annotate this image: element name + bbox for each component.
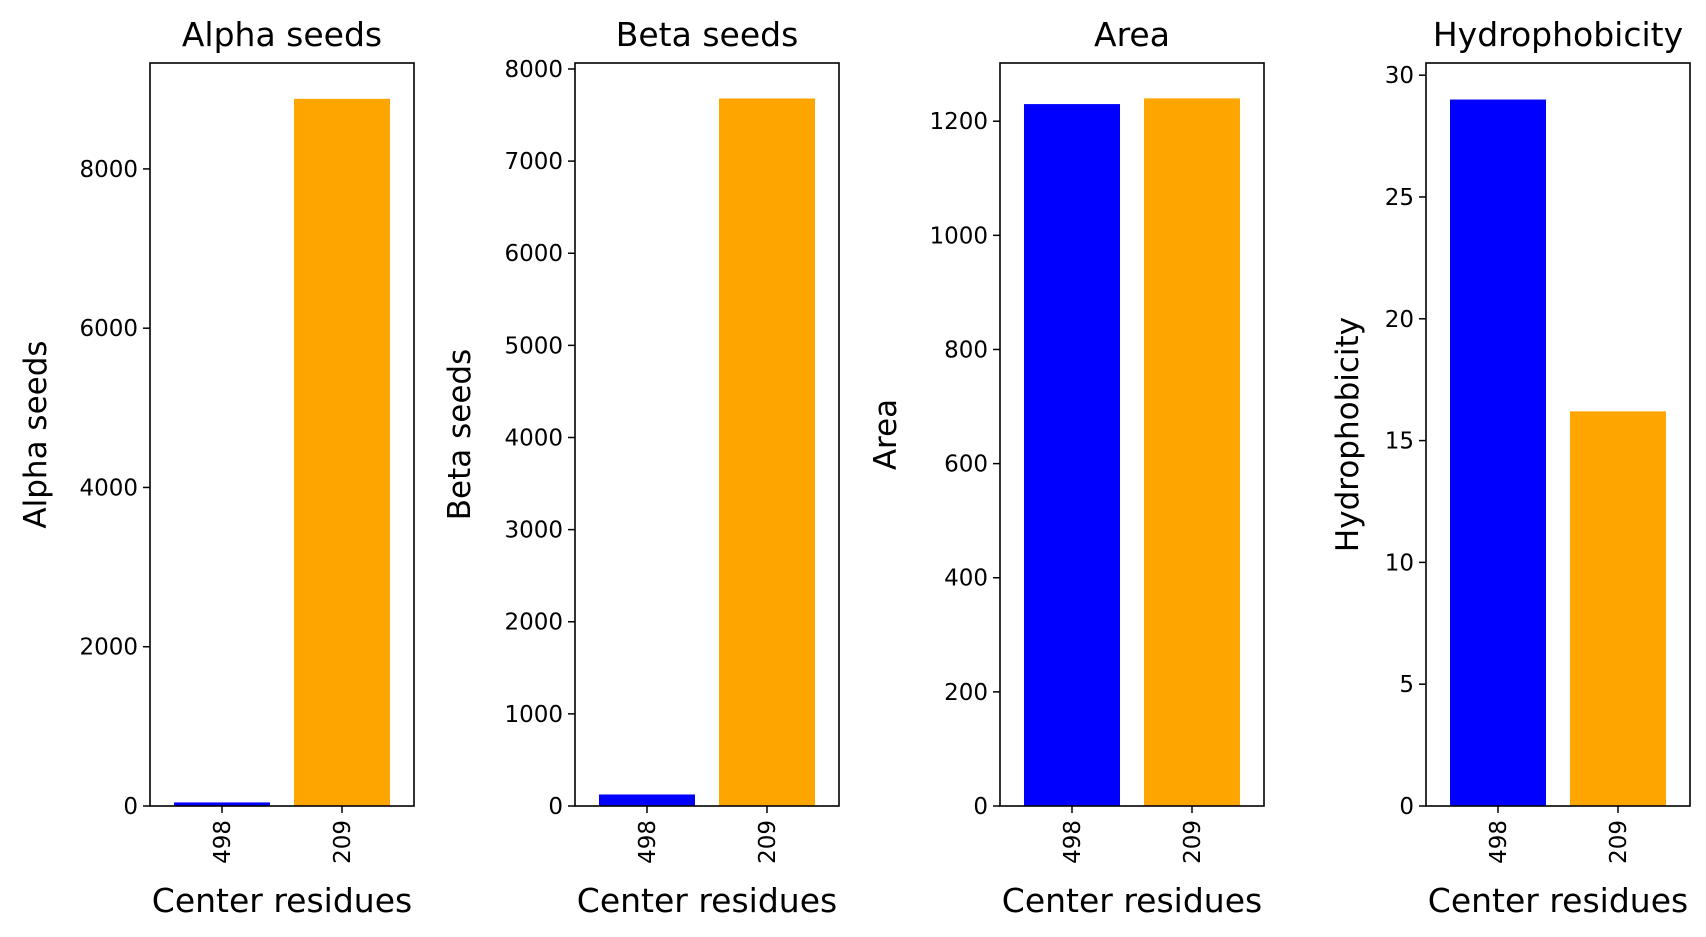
- y-tick-label: 1000: [504, 702, 563, 728]
- x-axis-label: Center residues: [1428, 881, 1688, 920]
- y-tick-label: 600: [944, 452, 988, 478]
- x-axis-label: Center residues: [1002, 881, 1262, 920]
- chart-panel-3: 498 209 0 200 400 600 800 1000 1200 Area Center re…: [868, 15, 1265, 920]
- y-tick-label: 800: [944, 337, 988, 363]
- y-tick-label: 15: [1385, 429, 1414, 455]
- y-tick-label: 10: [1385, 550, 1414, 576]
- bar-209: [719, 98, 815, 807]
- bar-498: [174, 802, 270, 806]
- y-tick-label: 2000: [504, 610, 563, 636]
- bar-498: [1450, 99, 1546, 807]
- plot-frame: [574, 62, 840, 807]
- y-tick-label: 0: [548, 794, 563, 820]
- x-axis-label: Center residues: [152, 881, 412, 920]
- y-tick-label: 2000: [79, 635, 138, 661]
- y-tick-label: 0: [123, 794, 138, 820]
- y-tick-label: 8000: [79, 157, 138, 183]
- y-tick-label: 1000: [929, 223, 988, 249]
- y-tick-label: 3000: [504, 518, 563, 544]
- chart-title: Area: [1094, 15, 1170, 54]
- x-tick-label: 498: [210, 820, 236, 864]
- y-tick-label: 0: [973, 794, 988, 820]
- y-tick-label: 4000: [79, 475, 138, 501]
- bar-209: [294, 98, 390, 807]
- y-tick-label: 5: [1399, 672, 1414, 698]
- y-tick-label: 8000: [504, 57, 563, 83]
- x-axis-label: Center residues: [577, 881, 837, 920]
- bar-209: [1570, 411, 1666, 806]
- y-axis-label: Alpha seeds: [18, 340, 54, 528]
- y-tick-label: 6000: [79, 316, 138, 342]
- plot-frame: [1425, 62, 1691, 807]
- y-tick-label: 400: [944, 566, 988, 592]
- chart-title: Hydrophobicity: [1433, 15, 1683, 54]
- x-tick-label: 209: [1180, 820, 1206, 864]
- x-tick-label: 498: [1060, 820, 1086, 864]
- y-tick-label: 20: [1385, 307, 1414, 333]
- chart-panel-1: 498 209 0 2000 4000 6000 8000 Alpha seeds Center…: [18, 15, 415, 920]
- x-tick-label: 498: [1486, 820, 1512, 864]
- plot-frame: [149, 62, 415, 807]
- y-tick-label: 200: [944, 680, 988, 706]
- x-tick-label: 209: [1606, 820, 1632, 864]
- bar-498: [1024, 104, 1120, 807]
- bar-498: [599, 794, 695, 806]
- y-tick-label: 5000: [504, 333, 563, 359]
- y-axis-label: Beta seeds: [442, 349, 478, 520]
- x-tick-label: 498: [635, 820, 661, 864]
- plot-frame: [999, 62, 1265, 807]
- y-tick-label: 7000: [504, 149, 563, 175]
- y-tick-label: 25: [1385, 185, 1414, 211]
- y-tick-label: 6000: [504, 241, 563, 267]
- y-tick-label: 4000: [504, 425, 563, 451]
- y-tick-label: 1200: [929, 109, 988, 135]
- chart-panel-2: 498 209 0 1000 2000 3000 4000 5000 6000 7000 8000 B…: [442, 15, 840, 920]
- chart-title: Alpha seeds: [182, 15, 382, 54]
- y-tick-label: 0: [1399, 794, 1414, 820]
- bar-209: [1144, 98, 1240, 806]
- y-tick-label: 30: [1385, 63, 1414, 89]
- chart-title: Beta seeds: [616, 15, 799, 54]
- chart-panel-4: 498 209 0 5 10 15 20 25 30 Hydrophobicity Center r…: [1330, 15, 1691, 920]
- x-tick-label: 209: [330, 820, 356, 864]
- x-tick-label: 209: [755, 820, 781, 864]
- y-axis-label: Hydrophobicity: [1330, 317, 1366, 552]
- y-axis-label: Area: [868, 399, 904, 470]
